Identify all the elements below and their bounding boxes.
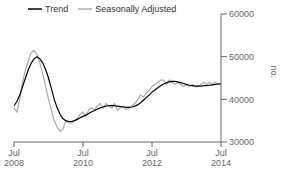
html-text:Seasonally Adjusted: Seasonally Adjusted (95, 4, 177, 14)
svg-text:Jul2008: Jul2008 (4, 148, 24, 168)
svg-text:50000: 50000 (229, 52, 254, 62)
svg-text:30000: 30000 (229, 137, 254, 147)
svg-text:no.: no. (269, 65, 279, 78)
svg-text:Jul2010: Jul2010 (73, 148, 93, 168)
svg-text:60000: 60000 (229, 9, 254, 19)
svg-text:40000: 40000 (229, 95, 254, 105)
svg-text:Jul2012: Jul2012 (142, 148, 162, 168)
svg-text:Jul2014: Jul2014 (211, 148, 231, 168)
html-text:Trend: Trend (45, 4, 69, 14)
